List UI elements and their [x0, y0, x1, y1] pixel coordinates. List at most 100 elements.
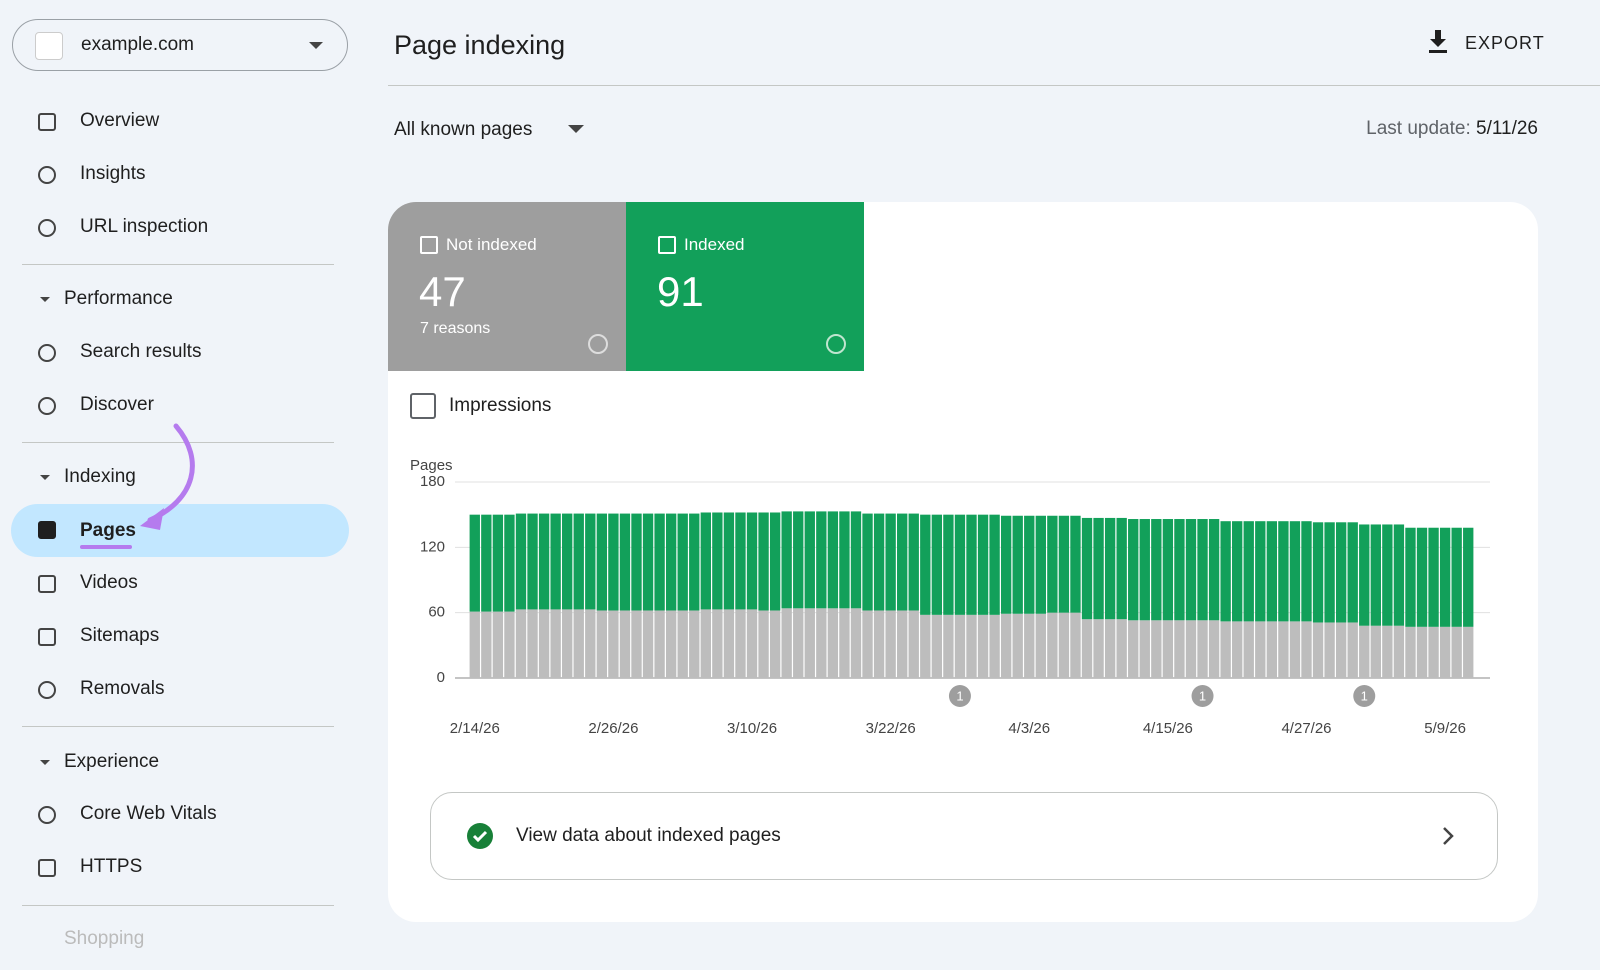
site-selector[interactable]: example.com	[12, 19, 348, 71]
bar-segment	[1312, 522, 1324, 623]
card-label: Indexed	[684, 235, 745, 254]
bar-segment	[1370, 625, 1381, 678]
bar-segment	[585, 513, 596, 610]
bar-segment	[966, 614, 977, 678]
bar-segment	[619, 513, 631, 611]
nav-section[interactable]: Performance	[64, 288, 173, 309]
nav-section[interactable]: Indexing	[64, 466, 136, 487]
icon	[38, 521, 56, 539]
bar-segment	[1266, 621, 1278, 678]
site-icon	[35, 32, 63, 60]
indexed-card[interactable]: Indexed 91	[626, 202, 864, 371]
help-icon[interactable]	[826, 334, 846, 354]
nav-item[interactable]: Search results	[80, 341, 202, 362]
bar-segment	[573, 609, 584, 678]
export-button[interactable]: EXPORT	[1465, 33, 1545, 53]
bar-segment	[1289, 521, 1301, 622]
bar-segment	[1255, 521, 1266, 622]
bar-segment	[1220, 521, 1231, 622]
divider	[22, 264, 334, 265]
bar-segment	[631, 513, 642, 611]
bar-segment	[1289, 621, 1301, 678]
link-row[interactable]: View data about indexed pages	[430, 792, 1498, 880]
annotation-label: 1	[1199, 688, 1206, 703]
arrow	[140, 423, 195, 530]
bar-segment	[1024, 515, 1035, 614]
bar-segment	[504, 514, 515, 612]
bar-segment	[850, 608, 862, 678]
last-update-date: 5/11/26	[1476, 118, 1538, 139]
icon	[38, 806, 56, 824]
nav-section[interactable]: Experience	[64, 751, 160, 772]
checkbox	[658, 236, 676, 254]
chevron	[1443, 827, 1454, 845]
bar-segment	[1370, 524, 1381, 626]
bar-segment	[931, 614, 943, 678]
x-tick-label: 3/22/26	[866, 720, 916, 737]
bar-segment	[1035, 613, 1046, 678]
bar-segment	[1197, 519, 1208, 621]
page-title: Page indexing	[394, 30, 566, 60]
bar-segment	[1185, 620, 1197, 678]
annotation-marker	[1191, 685, 1214, 707]
help-icon[interactable]	[588, 334, 608, 354]
nav-item[interactable]: Insights	[80, 163, 146, 184]
bar-segment	[1359, 625, 1370, 678]
nav-item[interactable]: Sitemaps	[80, 625, 160, 646]
bar-segment	[481, 611, 492, 678]
bar-segment	[585, 609, 596, 678]
bar-segment	[1000, 515, 1012, 614]
bar-segment	[1174, 620, 1185, 678]
bar-segment	[1278, 621, 1289, 678]
icon	[38, 859, 56, 877]
bar-segment	[515, 609, 527, 678]
bar-segment	[723, 512, 735, 610]
underline	[80, 545, 132, 549]
bar-segment	[943, 514, 954, 615]
checkbox[interactable]	[410, 393, 436, 419]
nav-section[interactable]: Shopping	[64, 928, 145, 949]
nav-item[interactable]: URL inspection	[80, 216, 209, 237]
card-value: 47	[419, 268, 466, 315]
bar-segment	[1012, 613, 1023, 678]
bar-segment	[1070, 515, 1081, 613]
y-axis-label: Pages	[410, 457, 453, 474]
bar-segment	[1185, 519, 1197, 621]
nav-item[interactable]: Overview	[80, 110, 160, 131]
bar-segment	[781, 511, 792, 609]
annotation-marker	[948, 685, 971, 707]
divider	[22, 726, 334, 727]
filter-dropdown[interactable]: All known pages	[394, 119, 533, 140]
check-icon	[467, 823, 493, 849]
bar-segment	[1162, 519, 1174, 621]
bar-segment	[596, 513, 608, 611]
bar-segment	[1208, 620, 1220, 678]
bar-segment	[1116, 517, 1127, 620]
nav-item[interactable]: Discover	[80, 394, 154, 415]
nav-item-active[interactable]: Pages	[80, 520, 136, 541]
bar-segment	[1312, 622, 1324, 678]
bar-segment	[527, 609, 538, 678]
bar-segment	[769, 512, 781, 611]
nav-item[interactable]: Removals	[80, 678, 165, 699]
bar-segment	[954, 614, 966, 678]
bar-segment	[1347, 622, 1358, 678]
y-tick-label: 180	[420, 473, 445, 490]
bar-segment	[1347, 522, 1358, 623]
bar-segment	[758, 610, 769, 678]
bar-segment	[966, 514, 977, 615]
y-tick-label: 60	[428, 604, 445, 621]
bar-segment	[700, 609, 711, 678]
nav-item[interactable]: Videos	[80, 572, 138, 593]
bar-segment	[1393, 625, 1405, 678]
caret	[40, 760, 50, 765]
icon	[38, 575, 56, 593]
bar-segment	[1428, 626, 1439, 678]
caret	[40, 297, 50, 302]
nav-item[interactable]: HTTPS	[80, 856, 143, 877]
caret	[40, 475, 50, 480]
not-indexed-card[interactable]: Not indexed 47 7 reasons	[388, 202, 626, 371]
nav-item[interactable]: Core Web Vitals	[80, 803, 217, 824]
bar-segment	[608, 513, 619, 611]
